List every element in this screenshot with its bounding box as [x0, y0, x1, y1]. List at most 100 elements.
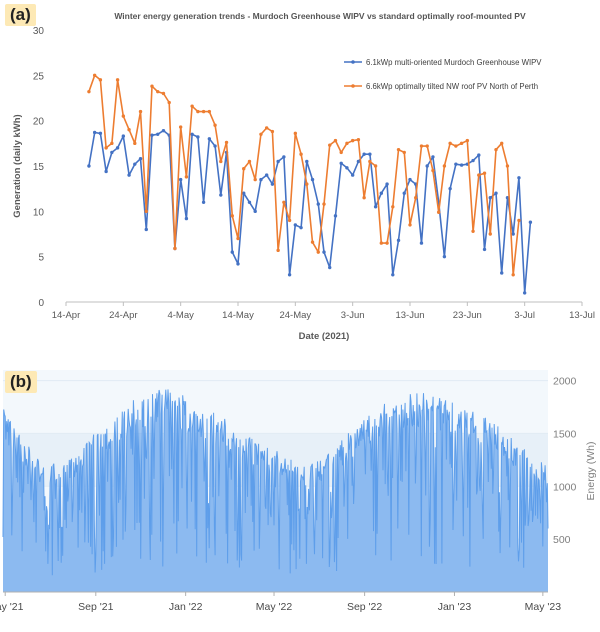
data-point: [414, 196, 418, 200]
x-tick-label: 4-May: [167, 310, 194, 321]
y-tick-label: 15: [33, 162, 45, 173]
data-point: [138, 157, 143, 161]
data-point: [402, 150, 406, 155]
data-point: [379, 241, 384, 245]
data-point: [259, 177, 263, 182]
legend-swatch-marker: [351, 84, 355, 88]
legend-label: 6.1kWp multi-oriented Murdoch Greenhouse…: [366, 58, 542, 67]
data-point: [219, 159, 223, 164]
data-point: [459, 163, 464, 167]
data-point: [287, 218, 292, 223]
data-point: [391, 205, 395, 209]
data-point: [310, 177, 315, 182]
data-point: [196, 109, 200, 114]
data-point: [264, 126, 269, 130]
data-point: [299, 152, 303, 156]
data-point: [219, 193, 223, 197]
data-point: [350, 173, 355, 177]
data-point: [121, 114, 126, 118]
data-point: [264, 173, 269, 177]
data-point: [488, 196, 492, 200]
data-point: [253, 209, 257, 214]
x-tick-label: May '22: [256, 601, 293, 613]
data-point: [236, 262, 240, 266]
x-axis-title: Date (2021): [299, 331, 350, 342]
data-point: [230, 250, 234, 254]
data-point: [236, 236, 240, 241]
data-point: [161, 128, 166, 133]
data-point: [110, 141, 114, 146]
y-tick-label: 30: [33, 26, 45, 37]
x-tick-label: 24-May: [279, 310, 311, 321]
data-point: [276, 159, 280, 164]
x-tick-label: May '23: [525, 601, 562, 613]
data-point: [144, 209, 148, 214]
data-point: [419, 241, 424, 245]
generation-line-chart: 0 5 10 15 20 25 30 14-Apr 24-Apr 4-May 14-May 24-Ma…: [12, 26, 595, 342]
data-point: [391, 273, 395, 277]
data-point: [350, 138, 355, 143]
data-point: [517, 176, 521, 180]
chart-a-title: Winter energy generation trends - Murdoc…: [114, 11, 526, 21]
energy-area-chart: 500 1000 1500 2000 Energy (Wh) May '21 Sep '21…: [0, 370, 597, 613]
data-point: [247, 159, 252, 164]
x-tick-label: Jan '22: [169, 601, 203, 613]
energy-line: [2, 389, 549, 576]
legend-label: 6.6kWp optimally tilted NW roof PV North…: [366, 82, 538, 91]
y-tick-label: 500: [553, 534, 571, 546]
data-point: [339, 161, 343, 165]
panel-a-badge: (a): [5, 4, 36, 26]
data-point: [196, 135, 200, 139]
data-point: [442, 164, 447, 168]
y-tick-label: 25: [33, 71, 45, 82]
data-point: [270, 129, 275, 134]
data-point: [224, 140, 229, 145]
x-tick-label: May '21: [0, 601, 24, 613]
x-tick-label: Sep '22: [347, 601, 382, 613]
data-point: [178, 125, 183, 129]
data-point: [230, 214, 234, 218]
data-point: [156, 132, 160, 136]
data-point: [471, 229, 475, 233]
data-point: [385, 241, 389, 245]
data-point: [316, 250, 320, 254]
x-tick-label: 14-May: [222, 310, 254, 321]
data-point: [270, 182, 275, 186]
data-point: [207, 109, 212, 114]
data-point: [133, 162, 137, 166]
series-line-1: [88, 74, 520, 276]
data-point: [328, 265, 332, 270]
data-point: [150, 133, 154, 137]
data-point: [408, 223, 412, 227]
legend-swatch-marker: [351, 60, 355, 64]
data-point: [282, 200, 286, 204]
data-point: [408, 177, 412, 182]
data-point: [127, 173, 131, 177]
data-point: [431, 168, 435, 173]
data-point: [345, 141, 349, 146]
x-tick-label: 23-Jun: [453, 310, 482, 321]
data-point: [488, 232, 492, 236]
data-point: [477, 153, 481, 157]
data-point: [368, 152, 372, 156]
data-point: [104, 146, 108, 150]
data-point: [465, 138, 470, 143]
x-tick-label: 13-Jun: [395, 310, 424, 321]
data-point: [385, 182, 389, 186]
data-point: [201, 200, 206, 204]
y-tick-label: 0: [38, 298, 44, 309]
data-point: [356, 138, 361, 142]
data-point: [402, 191, 406, 195]
data-point: [92, 130, 97, 135]
data-point: [98, 78, 103, 82]
y-axis-title: Generation (daily kWh): [12, 114, 23, 217]
data-point: [436, 210, 441, 214]
data-point: [87, 89, 91, 94]
data-point: [190, 104, 194, 108]
panel-b: 500 1000 1500 2000 Energy (Wh) May '21 Sep '21…: [0, 366, 600, 627]
panel-a: 0 5 10 15 20 25 30 14-Apr 24-Apr 4-May 14-May 24-Ma…: [5, 4, 595, 342]
x-tick-label: Jan '23: [438, 601, 472, 613]
data-point: [494, 147, 498, 152]
data-point: [98, 131, 103, 136]
data-point: [505, 164, 510, 168]
